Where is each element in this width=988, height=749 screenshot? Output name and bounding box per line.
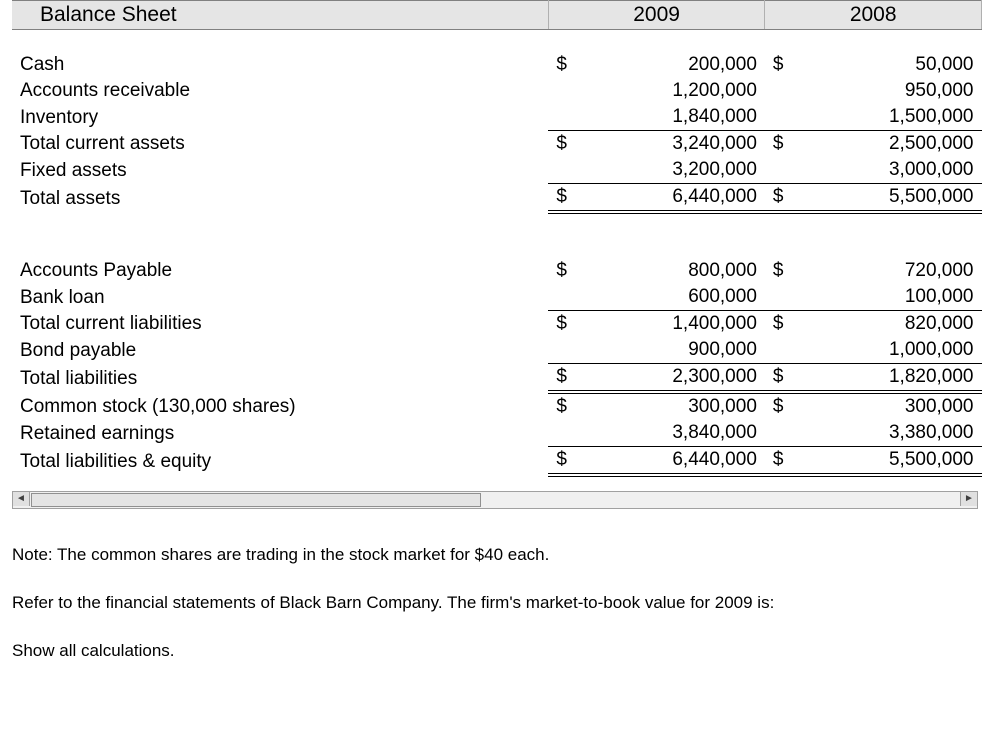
currency-symbol — [765, 337, 796, 364]
scroll-thumb[interactable] — [31, 493, 481, 507]
table-row: Total current assets$3,240,000$2,500,000 — [12, 131, 982, 158]
row-label: Bond payable — [12, 337, 548, 364]
currency-symbol: $ — [765, 184, 796, 213]
currency-symbol: $ — [548, 52, 579, 78]
scroll-right-arrow[interactable]: ► — [960, 492, 977, 506]
currency-symbol: $ — [548, 447, 579, 476]
row-label: Retained earnings — [12, 420, 548, 447]
row-label: Accounts Payable — [12, 258, 548, 284]
row-label: Accounts receivable — [12, 78, 548, 104]
row-label: Total current liabilities — [12, 311, 548, 338]
value-2008: 1,500,000 — [796, 104, 982, 131]
table-row: Bond payable 900,000 1,000,000 — [12, 337, 982, 364]
currency-symbol: $ — [548, 364, 579, 393]
currency-symbol: $ — [548, 184, 579, 213]
currency-symbol — [548, 337, 579, 364]
table-row: Total assets$6,440,000$5,500,000 — [12, 184, 982, 213]
currency-symbol: $ — [765, 311, 796, 338]
value-2009: 300,000 — [579, 392, 765, 420]
value-2008: 1,000,000 — [796, 337, 982, 364]
note-share-price: Note: The common shares are trading in t… — [12, 543, 988, 567]
header-year-2009: 2009 — [548, 1, 765, 30]
currency-symbol: $ — [765, 392, 796, 420]
value-2009: 6,440,000 — [579, 184, 765, 213]
value-2009: 600,000 — [579, 284, 765, 311]
row-label: Total liabilities & equity — [12, 447, 548, 476]
currency-symbol — [548, 420, 579, 447]
value-2009: 1,400,000 — [579, 311, 765, 338]
table-row: Common stock (130,000 shares)$300,000$30… — [12, 392, 982, 420]
value-2008: 3,380,000 — [796, 420, 982, 447]
currency-symbol: $ — [548, 311, 579, 338]
value-2008: 5,500,000 — [796, 184, 982, 213]
value-2009: 2,300,000 — [579, 364, 765, 393]
row-label: Cash — [12, 52, 548, 78]
value-2009: 200,000 — [579, 52, 765, 78]
value-2008: 950,000 — [796, 78, 982, 104]
value-2008: 5,500,000 — [796, 447, 982, 476]
currency-symbol — [548, 157, 579, 184]
balance-sheet-table: Balance Sheet 2009 2008 Cash$200,000$50,… — [12, 0, 982, 477]
table-row: Accounts receivable 1,200,000 950,000 — [12, 78, 982, 104]
row-label: Inventory — [12, 104, 548, 131]
currency-symbol: $ — [765, 364, 796, 393]
value-2008: 50,000 — [796, 52, 982, 78]
table-row: Total liabilities$2,300,000$1,820,000 — [12, 364, 982, 393]
table-row: Total liabilities & equity$6,440,000$5,5… — [12, 447, 982, 476]
row-label: Total current assets — [12, 131, 548, 158]
balance-sheet-container: Balance Sheet 2009 2008 Cash$200,000$50,… — [12, 0, 982, 477]
table-row: Accounts Payable$800,000$720,000 — [12, 258, 982, 284]
value-2009: 6,440,000 — [579, 447, 765, 476]
currency-symbol: $ — [765, 52, 796, 78]
table-row: Retained earnings 3,840,000 3,380,000 — [12, 420, 982, 447]
header-year-2008: 2008 — [765, 1, 982, 30]
table-header-row: Balance Sheet 2009 2008 — [12, 1, 982, 30]
currency-symbol — [765, 420, 796, 447]
row-label: Total liabilities — [12, 364, 548, 393]
currency-symbol — [765, 104, 796, 131]
header-title: Balance Sheet — [12, 1, 548, 30]
table-row: Cash$200,000$50,000 — [12, 52, 982, 78]
currency-symbol — [765, 284, 796, 311]
value-2009: 1,200,000 — [579, 78, 765, 104]
table-row: Inventory 1,840,000 1,500,000 — [12, 104, 982, 131]
currency-symbol: $ — [765, 258, 796, 284]
currency-symbol — [548, 104, 579, 131]
currency-symbol: $ — [548, 258, 579, 284]
currency-symbol — [548, 78, 579, 104]
table-row: Bank loan 600,000 100,000 — [12, 284, 982, 311]
row-label: Fixed assets — [12, 157, 548, 184]
currency-symbol — [548, 284, 579, 311]
currency-symbol: $ — [765, 447, 796, 476]
value-2008: 2,500,000 — [796, 131, 982, 158]
row-label: Bank loan — [12, 284, 548, 311]
currency-symbol: $ — [765, 131, 796, 158]
table-row: Total current liabilities$1,400,000$820,… — [12, 311, 982, 338]
value-2009: 1,840,000 — [579, 104, 765, 131]
value-2008: 1,820,000 — [796, 364, 982, 393]
scroll-left-arrow[interactable]: ◄ — [13, 492, 30, 506]
value-2008: 820,000 — [796, 311, 982, 338]
value-2008: 100,000 — [796, 284, 982, 311]
value-2008: 3,000,000 — [796, 157, 982, 184]
currency-symbol: $ — [548, 392, 579, 420]
row-label: Total assets — [12, 184, 548, 213]
value-2009: 3,840,000 — [579, 420, 765, 447]
note-question: Refer to the financial statements of Bla… — [12, 591, 988, 615]
currency-symbol — [765, 78, 796, 104]
value-2009: 800,000 — [579, 258, 765, 284]
value-2008: 300,000 — [796, 392, 982, 420]
value-2009: 3,200,000 — [579, 157, 765, 184]
notes-section: Note: The common shares are trading in t… — [12, 543, 988, 662]
currency-symbol — [765, 157, 796, 184]
value-2009: 900,000 — [579, 337, 765, 364]
table-row: Fixed assets 3,200,000 3,000,000 — [12, 157, 982, 184]
value-2008: 720,000 — [796, 258, 982, 284]
row-label: Common stock (130,000 shares) — [12, 392, 548, 420]
horizontal-scrollbar[interactable]: ◄ ► — [12, 491, 978, 509]
value-2009: 3,240,000 — [579, 131, 765, 158]
note-instruction: Show all calculations. — [12, 639, 988, 663]
currency-symbol: $ — [548, 131, 579, 158]
